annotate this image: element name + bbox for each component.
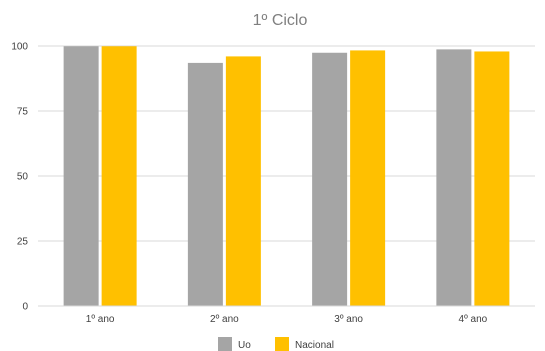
legend-label-nacional: Nacional bbox=[295, 340, 334, 351]
x-tick-label: 3º ano bbox=[334, 314, 363, 325]
bar-nacional-3 bbox=[350, 50, 386, 306]
x-tick-label: 2º ano bbox=[210, 314, 239, 325]
bars bbox=[63, 46, 510, 307]
y-tick-label: 100 bbox=[11, 42, 28, 53]
bar-nacional-1 bbox=[101, 46, 137, 306]
legend: Uo Nacional bbox=[218, 337, 334, 351]
x-tick-label: 1º ano bbox=[86, 314, 115, 325]
y-tick-label: 25 bbox=[17, 237, 29, 248]
bar-uo-3 bbox=[312, 52, 348, 307]
bar-uo-1 bbox=[63, 46, 99, 306]
legend-swatch-nacional bbox=[275, 337, 289, 351]
y-tick-label: 75 bbox=[17, 107, 29, 118]
bar-uo-4 bbox=[436, 49, 472, 306]
y-tick-label: 0 bbox=[22, 302, 28, 313]
legend-swatch-uo bbox=[218, 337, 232, 351]
y-tick-label: 50 bbox=[17, 172, 29, 183]
x-axis-ticks: 1º ano 2º ano 3º ano 4º ano bbox=[86, 314, 488, 325]
legend-label-uo: Uo bbox=[238, 340, 251, 351]
bar-nacional-4 bbox=[474, 51, 510, 307]
chart-title: 1º Ciclo bbox=[253, 12, 308, 29]
bar-nacional-2 bbox=[225, 56, 261, 307]
bar-uo-2 bbox=[187, 62, 223, 307]
y-axis-ticks: 0 25 50 75 100 bbox=[11, 42, 28, 313]
x-tick-label: 4º ano bbox=[459, 314, 488, 325]
